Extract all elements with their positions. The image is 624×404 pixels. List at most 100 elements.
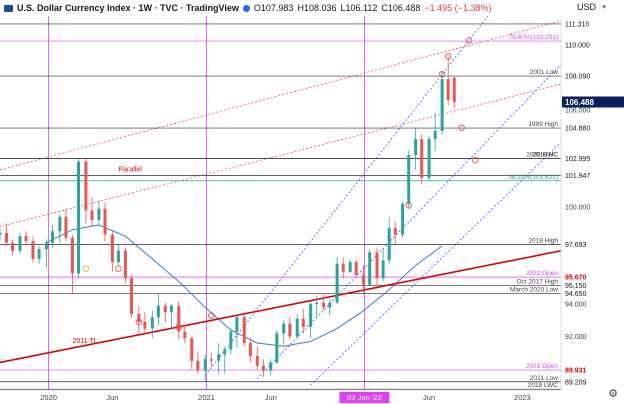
level-label: 2001 Low [530,69,558,76]
candle-body [150,317,154,329]
candle-body [223,349,227,355]
parallel-channel-line [0,20,562,171]
price-tick-label: 100.000 [565,205,590,212]
candle-body [190,338,194,361]
candle-body [288,323,292,337]
currency-dropdown-icon[interactable]: ▾ [602,4,606,11]
candle-body [156,305,160,318]
candle-body [282,323,286,334]
gear-icon[interactable]: ⚙ [608,388,618,400]
candle-body [103,208,107,235]
level-label: 2022 Open [526,270,559,277]
candle-body [348,262,352,272]
annotation-circle [458,124,465,131]
candle-body [407,155,411,204]
candle-body [24,236,28,242]
currency-label[interactable]: USD [576,2,596,12]
ohlc-change: −1.495 (−1.38%) [424,3,492,13]
candle-body [123,250,127,279]
candle-body [420,139,424,178]
price-scale-label: 95.150 [565,283,587,290]
candle-body [242,317,246,344]
price-scale-label: 111.310 [565,21,589,28]
candle-body [137,313,141,322]
candle-body [341,263,345,272]
level-label: 2021 Low [530,375,558,382]
candle-body [452,77,456,103]
ohlc-open: O107.983 [253,3,294,13]
time-tick-label: 03 Jan '22 [347,393,381,402]
annotation-circle [465,37,473,44]
candle-body [77,161,81,274]
symbol-title[interactable]: U.S. Dollar Currency Index · 1W · TVC · … [17,3,239,13]
price-scale-label: 110.000 [565,43,590,50]
time-marker-badge [339,392,390,403]
annotation-circle [208,312,215,319]
annotation-circle [175,323,183,331]
annotation-circle [135,318,143,326]
candle-body [196,360,200,371]
price-scale-label: 89.209 [565,379,587,386]
candle-body [0,232,2,235]
ohlc-low: L106.112 [340,3,378,13]
candle-body [163,305,167,313]
price-tick-label: 94.000 [565,302,587,309]
candle-body [301,318,305,327]
candle-body [248,343,252,356]
candle-body [393,228,397,235]
candle-body [368,252,372,285]
price-tick-label: 92.000 [565,334,587,341]
parallel-label: Parallel [118,166,142,173]
level-label: 78.60%(110.251) [509,34,558,41]
candle-body [381,260,385,279]
candle-body [322,302,326,308]
last-price-badge [562,96,624,108]
candle-body [177,305,181,332]
price-tick-label: 106.000 [565,107,590,114]
level-label: 2021 Open [526,363,559,370]
candle-body [143,322,147,329]
price-scale-label: 102.995 [565,156,590,163]
annotation-circle [471,156,479,164]
ohlc-close: C106.488 [381,3,421,13]
trendline-2011 [0,249,562,364]
candle-body [90,210,94,220]
candle-body [169,305,173,313]
pitchfork-line [257,64,562,379]
time-tick-label: 2020 [40,393,57,402]
candle-body [446,79,450,101]
annotation-circle [82,265,90,272]
candle-body [433,130,437,140]
candle-body [203,359,207,371]
candle-body [37,249,41,259]
level-label: 2018 LWC [528,382,559,389]
level-label: March 2020 Low [510,287,558,294]
candle-body [5,232,9,243]
candle-body [315,302,319,305]
candle-body [335,263,339,303]
candle-body [31,241,35,259]
candle-body [387,228,391,261]
time-tick-label: 2021 [198,393,215,402]
candle-body [295,318,299,337]
time-tick-label: Jun [423,393,435,402]
annotation-circle [438,71,446,78]
candle-body [18,236,22,251]
annotation-circle [444,53,452,60]
candle-body [183,331,187,339]
candle-body [354,262,358,276]
candle-body [269,362,273,371]
market-status-icon [242,4,250,12]
annotation-circle [115,265,122,272]
level-label: 38.20%(101.622) [508,174,558,181]
candle-body [129,278,133,314]
candle-body [64,216,68,238]
candle-body [261,365,265,371]
candle-body [70,237,74,274]
price-scale-label: 101.947 [565,173,590,180]
candle-body [97,208,101,220]
candle-body [328,302,332,308]
candle-body [375,252,379,279]
candle-body [309,304,313,327]
